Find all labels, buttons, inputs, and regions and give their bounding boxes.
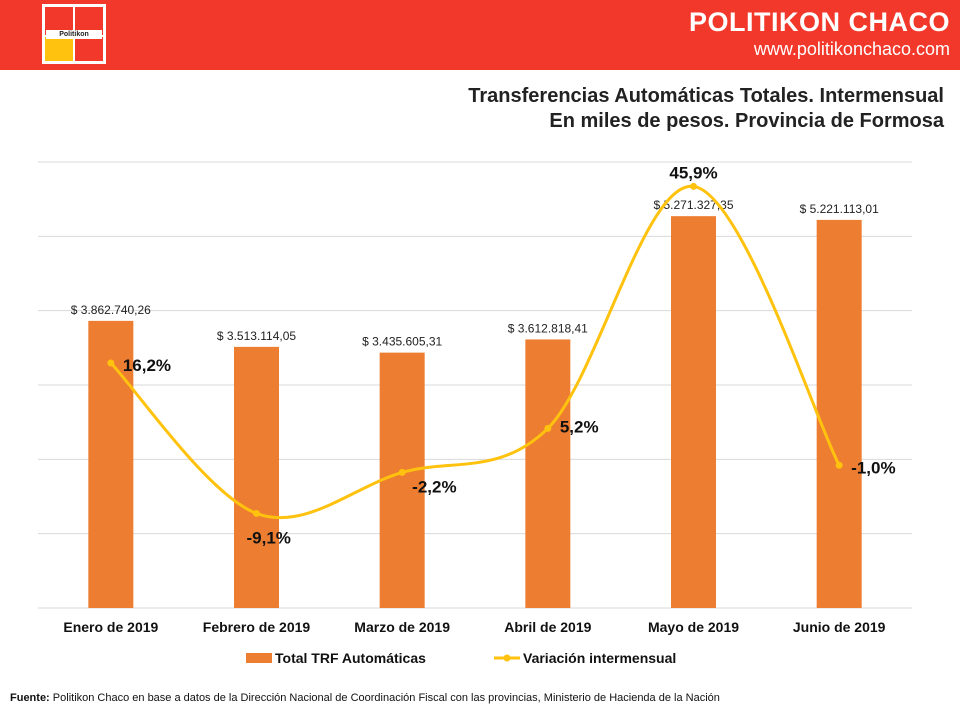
- variation-label: -1,0%: [851, 458, 895, 477]
- variation-label: -9,1%: [247, 528, 291, 547]
- variation-label: 5,2%: [560, 417, 599, 436]
- source-text: Politikon Chaco en base a datos de la Di…: [49, 692, 720, 704]
- bar: [525, 339, 571, 608]
- legend-bar-swatch: [246, 653, 272, 663]
- variation-point: [544, 424, 552, 432]
- logo-text: Politikon: [46, 30, 102, 39]
- legend-line-label: Variación intermensual: [523, 650, 676, 666]
- variation-label: 45,9%: [669, 163, 717, 182]
- source-label: Fuente:: [10, 692, 50, 704]
- variation-label: 16,2%: [123, 356, 171, 375]
- category-label: Abril de 2019: [504, 619, 591, 635]
- brand-block: POLITIKON CHACO www.politikonchaco.com: [689, 6, 950, 60]
- bar: [671, 216, 716, 608]
- legend-line-marker: [503, 654, 511, 662]
- variation-point: [253, 509, 260, 517]
- category-label: Mayo de 2019: [648, 619, 739, 635]
- category-label: Marzo de 2019: [354, 619, 450, 635]
- category-label: Junio de 2019: [793, 619, 886, 635]
- variation-label: -2,2%: [412, 477, 456, 496]
- header-banner: Politikon POLITIKON CHACO www.politikonc…: [0, 0, 960, 70]
- bar: [234, 346, 279, 608]
- variation-line: [109, 184, 841, 520]
- brand-name: POLITIKON CHACO: [689, 7, 950, 37]
- politikon-logo: Politikon: [42, 4, 106, 64]
- chart-title: Transferencias Automáticas Totales. Inte…: [468, 85, 944, 107]
- bar-value-label: $ 5.221.113,01: [800, 202, 880, 216]
- variation-point: [835, 461, 843, 469]
- legend-bar-label: Total TRF Automáticas: [275, 650, 426, 666]
- bar: [379, 352, 425, 608]
- variation-point: [690, 182, 697, 190]
- chart-title-block: Transferencias Automáticas Totales. Inte…: [468, 84, 944, 134]
- bar: [816, 219, 862, 608]
- category-label: Febrero de 2019: [203, 619, 311, 635]
- category-label: Enero de 2019: [63, 619, 158, 635]
- chart-subtitle: En miles de pesos. Provincia de Formosa: [549, 110, 944, 132]
- bar-value-label: $ 5.271.327,35: [653, 198, 733, 212]
- bar-value-label: $ 3.513.114,05: [217, 329, 297, 343]
- bar-value-label: $ 3.435.605,31: [362, 335, 442, 349]
- bar-value-label: $ 3.612.818,41: [508, 321, 588, 335]
- variation-point: [107, 359, 115, 367]
- source-note: Fuente: Politikon Chaco en base a datos …: [10, 692, 720, 704]
- bar-value-label: $ 3.862.740,26: [71, 303, 151, 317]
- variation-point: [398, 468, 406, 476]
- bar: [88, 320, 134, 608]
- brand-url: www.politikonchaco.com: [753, 39, 950, 59]
